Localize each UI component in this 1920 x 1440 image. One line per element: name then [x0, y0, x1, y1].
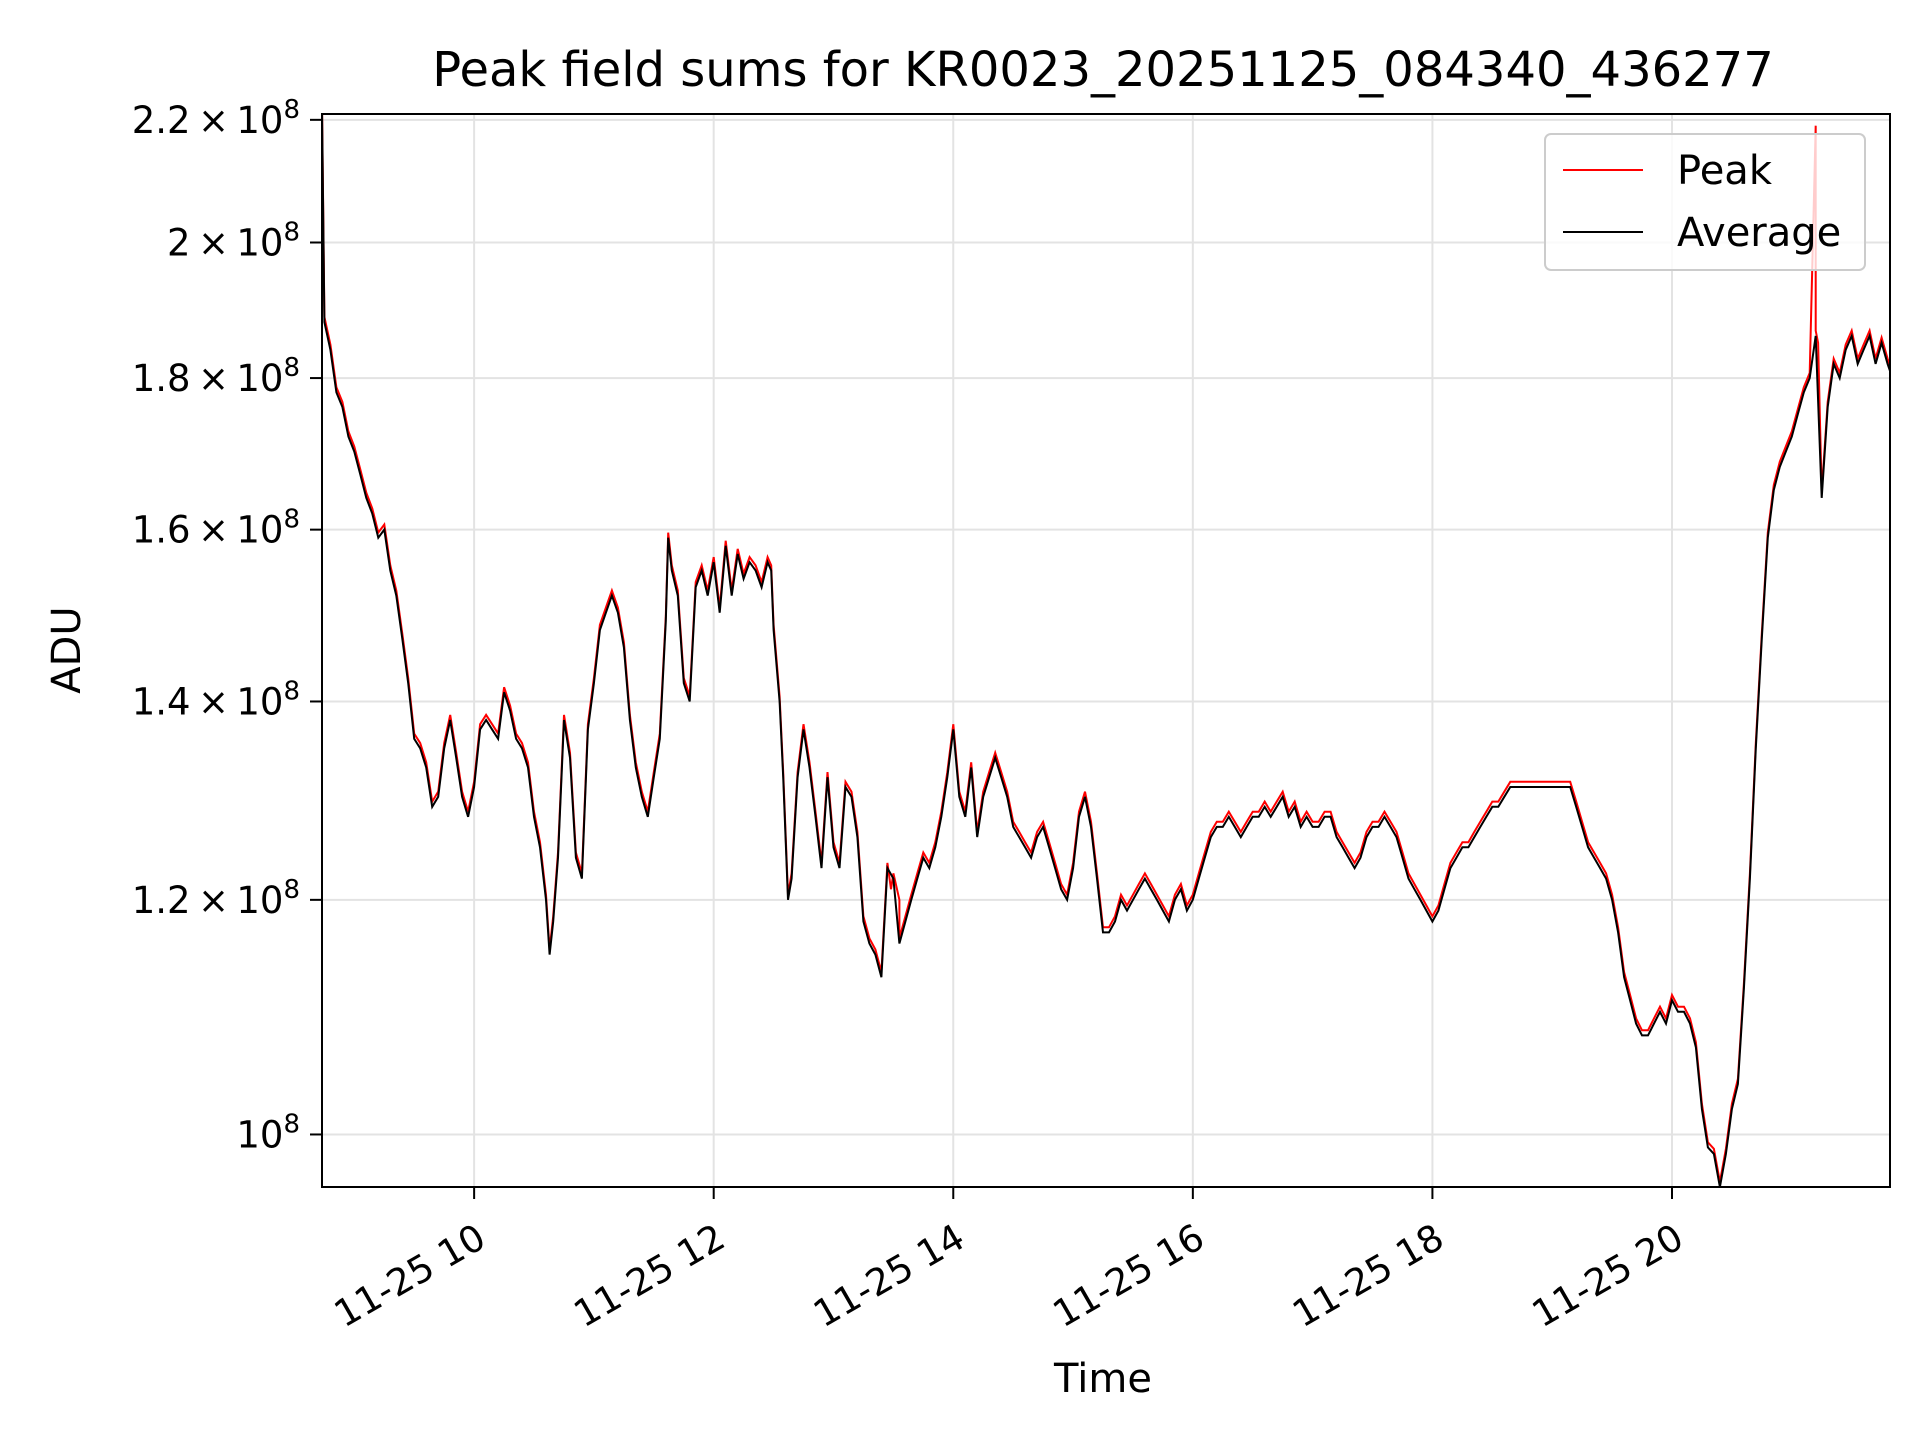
legend: Peak Average: [1544, 133, 1866, 271]
y-tick-label: 2.2 × 108: [132, 95, 300, 142]
x-axis-title: Time: [1053, 1356, 1152, 1402]
y-tick-label: 1.2 × 108: [132, 875, 300, 922]
chart-title: Peak field sums for KR0023_20251125_0843…: [432, 42, 1774, 98]
plot-frame: [321, 113, 1891, 1188]
y-tick-label: 1.8 × 108: [132, 353, 300, 400]
series-layer: [322, 114, 1890, 1187]
y-tick-label: 1.4 × 108: [132, 676, 300, 723]
y-tick-label: 1.6 × 108: [132, 505, 300, 552]
legend-peak-label: Peak: [1677, 148, 1773, 194]
legend-frame: [1544, 133, 1866, 271]
y-tick-label: 108: [236, 1109, 300, 1156]
y-axis-title: ADU: [44, 606, 90, 693]
grid: [322, 114, 1890, 1187]
legend-average-label: Average: [1677, 210, 1841, 256]
average-series-line: [322, 114, 1890, 1187]
y-tick-label: 2 × 108: [167, 217, 300, 264]
